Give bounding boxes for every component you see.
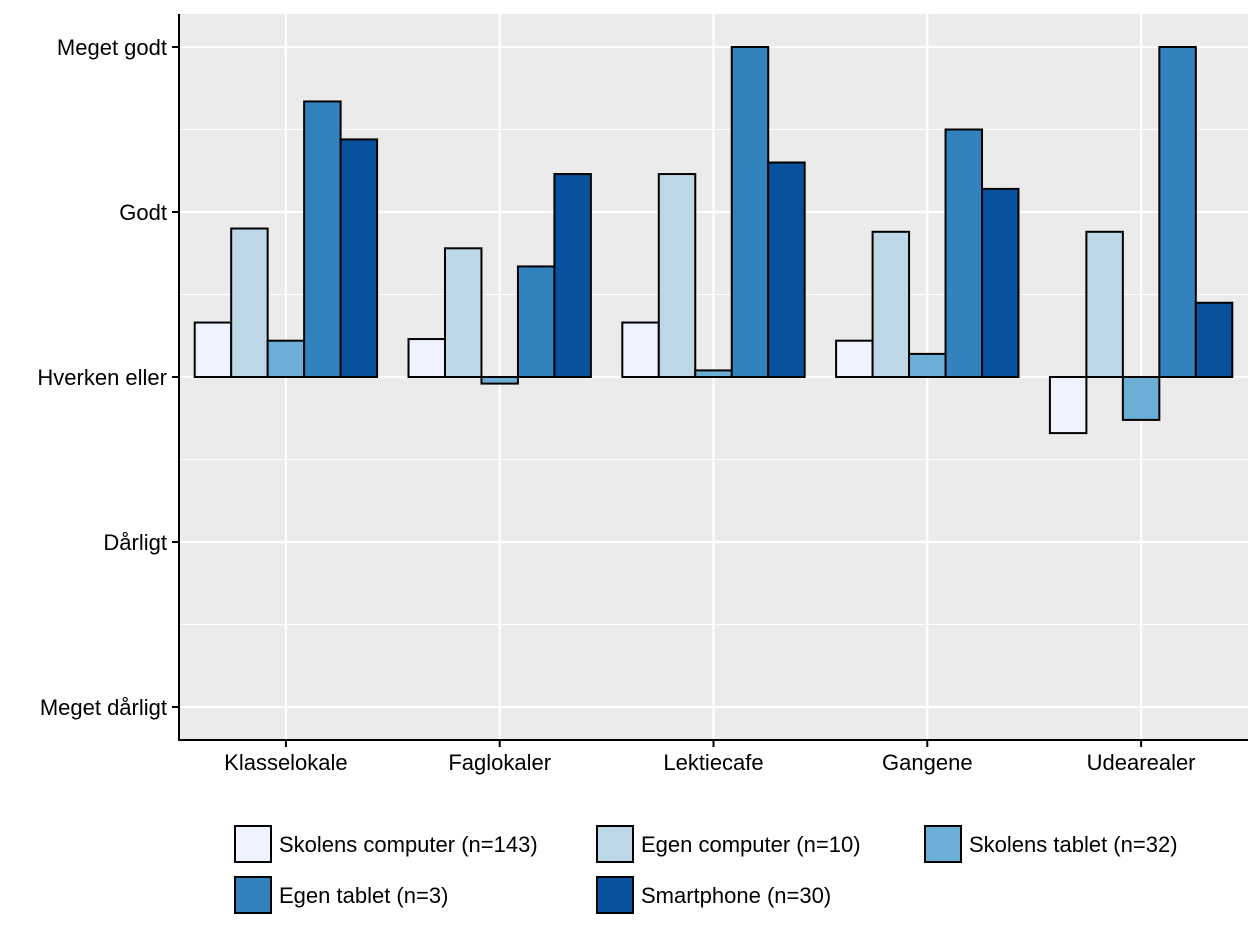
legend-label: Smartphone (n=30) bbox=[641, 883, 831, 908]
legend-label: Egen computer (n=10) bbox=[641, 832, 861, 857]
legend-key bbox=[596, 876, 634, 914]
x-tick-label: Gangene bbox=[882, 750, 973, 775]
y-tick-label: Meget dårligt bbox=[40, 695, 167, 720]
bar bbox=[944, 128, 984, 378]
bar bbox=[339, 138, 379, 378]
bar bbox=[266, 339, 306, 379]
x-tick-label: Lektiecafe bbox=[663, 750, 763, 775]
bar bbox=[303, 100, 342, 378]
legend-key bbox=[596, 825, 634, 863]
bar bbox=[1085, 230, 1124, 378]
legend-label: Skolens tablet (n=32) bbox=[969, 832, 1178, 857]
x-axis-ticks: Klasselokale Faglokaler Lektiecafe Gangene U… bbox=[224, 740, 1196, 775]
y-tick-label: Godt bbox=[119, 200, 167, 225]
bar bbox=[694, 369, 733, 378]
bar bbox=[767, 161, 806, 378]
y-axis-ticks: Meget dårligt Dårligt Hverken eller Godt Meg… bbox=[37, 35, 179, 720]
bar bbox=[908, 352, 947, 378]
y-tick-label: Hverken eller bbox=[37, 365, 167, 390]
bar bbox=[871, 230, 911, 378]
legend-key bbox=[234, 876, 272, 914]
bar bbox=[657, 173, 697, 378]
bar bbox=[730, 46, 770, 378]
bar bbox=[480, 376, 519, 385]
bar bbox=[553, 173, 592, 378]
bar bbox=[193, 321, 233, 378]
legend-label: Skolens computer (n=143) bbox=[279, 832, 538, 857]
bar bbox=[443, 247, 483, 378]
bar bbox=[1121, 376, 1161, 421]
bar bbox=[230, 227, 269, 378]
bar bbox=[835, 339, 874, 379]
legend-key bbox=[924, 825, 962, 863]
bar bbox=[516, 265, 556, 379]
y-tick-label: Meget godt bbox=[57, 35, 167, 60]
bar bbox=[1158, 46, 1197, 378]
bar bbox=[1048, 376, 1088, 435]
legend-key bbox=[234, 825, 272, 863]
bar bbox=[621, 321, 660, 378]
bar bbox=[981, 187, 1020, 378]
bars bbox=[193, 46, 1234, 435]
x-tick-label: Faglokaler bbox=[448, 750, 551, 775]
y-tick-label: Dårligt bbox=[103, 530, 167, 555]
legend-label: Egen tablet (n=3) bbox=[279, 883, 448, 908]
bar bbox=[407, 338, 446, 378]
bar bbox=[1194, 301, 1234, 378]
x-tick-label: Klasselokale bbox=[224, 750, 348, 775]
legend: Skolens computer (n=143) Egen computer (n… bbox=[234, 825, 1178, 914]
x-tick-label: Udearealer bbox=[1087, 750, 1196, 775]
